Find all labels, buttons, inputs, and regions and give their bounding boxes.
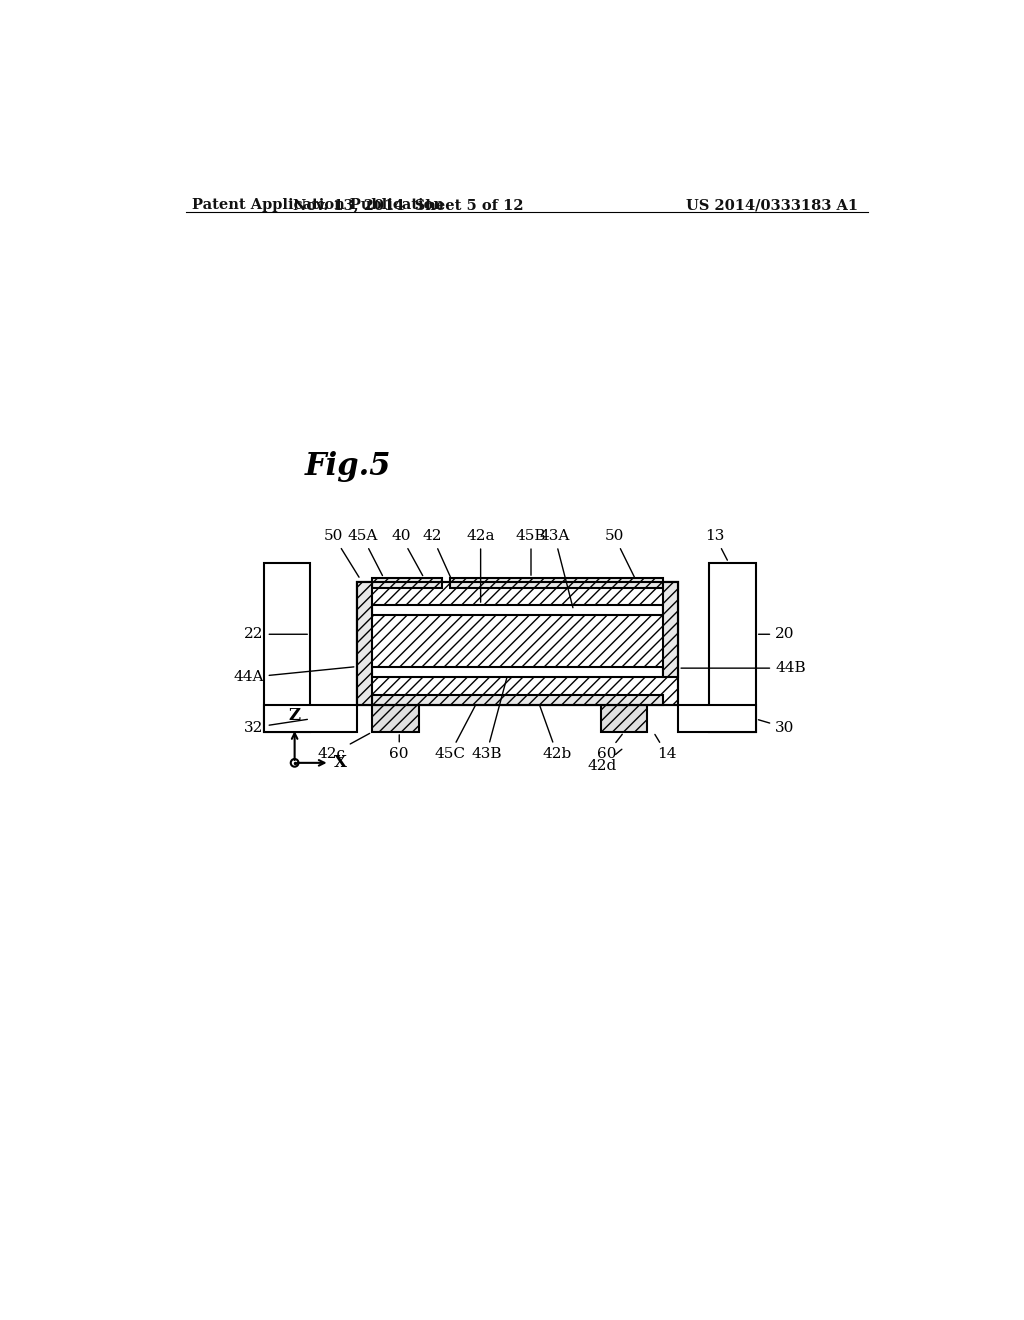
Bar (263, 562, 310, 733)
Bar (356, 582, 678, 705)
Bar (372, 578, 442, 589)
Text: 22: 22 (244, 627, 307, 642)
Bar (372, 696, 663, 705)
Text: Nov. 13, 2014  Sheet 5 of 12: Nov. 13, 2014 Sheet 5 of 12 (293, 198, 524, 213)
Text: Z: Z (289, 706, 301, 723)
Text: 45A: 45A (347, 529, 383, 576)
Text: Fig.5: Fig.5 (305, 451, 391, 482)
Text: 42c: 42c (317, 734, 370, 762)
Text: 60: 60 (597, 734, 623, 762)
Text: 45C: 45C (434, 705, 475, 762)
Bar (263, 705, 356, 733)
Bar (372, 705, 419, 733)
Text: 32: 32 (245, 719, 307, 734)
Text: 43B: 43B (471, 677, 507, 762)
Bar (678, 705, 756, 733)
Text: 45B: 45B (516, 529, 546, 576)
Text: 42d: 42d (587, 750, 622, 774)
Text: 42b: 42b (540, 705, 571, 762)
Bar (356, 582, 678, 705)
Text: 44A: 44A (233, 667, 354, 685)
Text: 14: 14 (655, 734, 677, 762)
Text: 50: 50 (324, 529, 359, 577)
Bar (710, 562, 756, 733)
Text: 50: 50 (604, 529, 635, 577)
Text: 40: 40 (391, 529, 423, 576)
Bar (372, 667, 663, 677)
Text: 44B: 44B (681, 661, 806, 675)
Text: 30: 30 (759, 719, 795, 734)
Text: US 2014/0333183 A1: US 2014/0333183 A1 (686, 198, 858, 213)
Text: 13: 13 (706, 529, 727, 560)
Text: 43A: 43A (540, 529, 573, 607)
Text: 42: 42 (422, 529, 451, 578)
Text: 42a: 42a (466, 529, 495, 602)
Bar (601, 705, 647, 733)
Bar (450, 578, 663, 589)
Text: X: X (334, 754, 347, 771)
Bar (356, 582, 372, 705)
Text: 20: 20 (759, 627, 795, 642)
Text: 60: 60 (389, 735, 409, 762)
Bar (372, 605, 663, 615)
Bar (663, 582, 678, 677)
Text: Patent Application Publication: Patent Application Publication (191, 198, 443, 213)
